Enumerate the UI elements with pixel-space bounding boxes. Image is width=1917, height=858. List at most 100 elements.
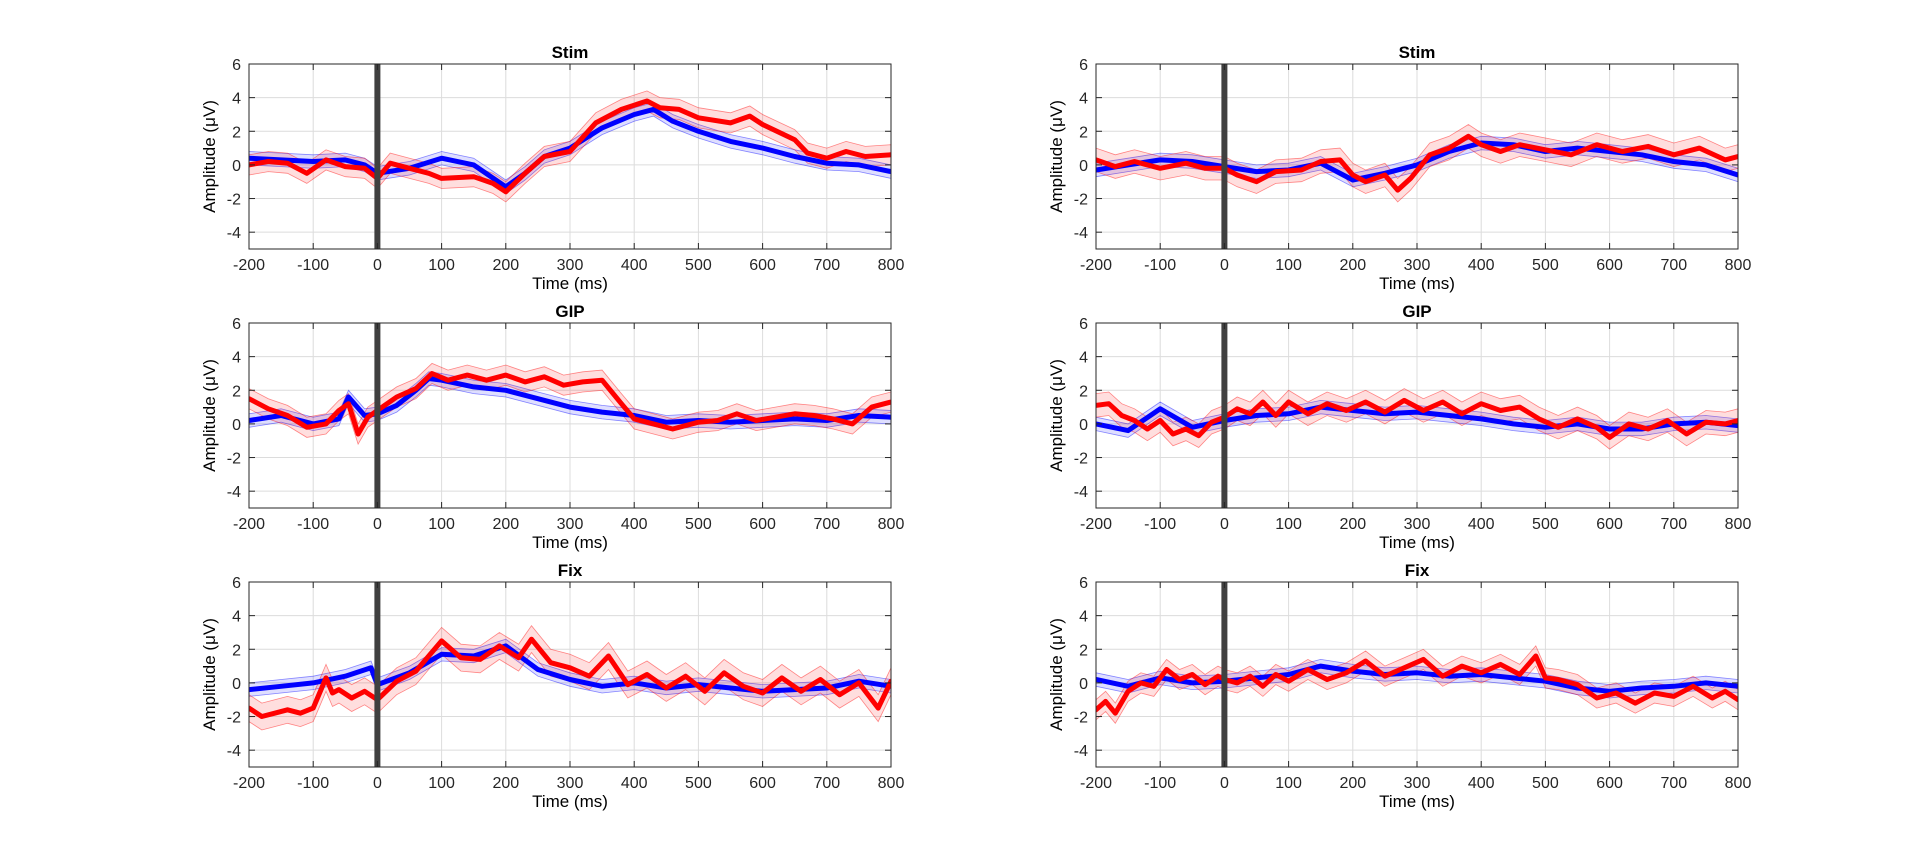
x-tick-label: 0 [1220,775,1229,792]
y-tick-label: -4 [227,484,241,501]
x-tick-label: 600 [749,257,776,274]
x-tick-label: -200 [1080,775,1112,792]
x-tick-label: 800 [1725,257,1752,274]
data-layer [1096,388,1738,450]
x-tick-label: 100 [428,516,455,533]
x-tick-label: 500 [685,775,712,792]
x-tick-label: 300 [1404,257,1431,274]
y-tick-label: -4 [1074,743,1088,760]
y-tick-label: -2 [227,192,241,209]
x-tick-label: -200 [233,257,265,274]
x-tick-label: 0 [373,257,382,274]
x-tick-label: -200 [1080,516,1112,533]
x-tick-label: 500 [1532,775,1559,792]
y-tick-label: -2 [1074,451,1088,468]
x-tick-label: 300 [557,775,584,792]
y-tick-label: -4 [1074,484,1088,501]
x-tick-label: -100 [297,257,329,274]
x-tick-label: -100 [297,775,329,792]
x-tick-label: 600 [1596,516,1623,533]
x-tick-label: 800 [878,775,905,792]
y-tick-label: 6 [232,575,241,592]
subplot-title: GIP [555,302,584,321]
y-tick-label: -2 [227,451,241,468]
x-axis-label: Time (ms) [1379,792,1455,811]
subplot-6: -200 -100 0 100 200 300 400 500 600 700 800 -4 -2 0 2 4… [1047,561,1751,811]
x-tick-label: -100 [1144,257,1176,274]
y-tick-label: 0 [232,676,241,693]
subplot-5: -200 -100 0 100 200 300 400 500 600 700 800 -4 -2 0 2 4… [200,561,904,811]
x-tick-label: 400 [1468,257,1495,274]
x-tick-label: 800 [878,257,905,274]
y-tick-label: 0 [232,417,241,434]
onset-marker [374,323,381,508]
data-layer [1096,124,1738,203]
data-layer [249,362,891,446]
x-tick-label: 600 [749,775,776,792]
x-tick-label: 400 [1468,516,1495,533]
x-tick-label: 700 [1660,257,1687,274]
subplot-3: -200 -100 0 100 200 300 400 500 600 700 800 -4 -2 0 2 4… [200,302,904,552]
x-tick-label: -200 [1080,257,1112,274]
x-tick-label: 100 [1275,257,1302,274]
y-axis-label: Amplitude (μV) [200,618,219,731]
x-tick-label: 200 [1339,516,1366,533]
y-tick-label: 6 [1079,57,1088,74]
onset-marker [374,582,381,767]
x-tick-label: 100 [1275,516,1302,533]
x-tick-label: 700 [1660,516,1687,533]
y-tick-label: 4 [1079,350,1088,367]
subplot-title: Fix [558,561,583,580]
y-axis-label: Amplitude (μV) [200,359,219,472]
x-tick-label: 700 [813,516,840,533]
series-line-1 [249,643,891,694]
series-line-2 [1096,133,1738,193]
series-line-2 [1096,397,1738,440]
x-tick-label: 200 [492,516,519,533]
x-tick-label: 400 [621,516,648,533]
y-tick-label: 2 [232,124,241,141]
x-tick-label: 300 [1404,516,1431,533]
y-tick-label: 2 [1079,124,1088,141]
y-tick-label: -2 [227,710,241,727]
x-tick-label: 400 [621,775,648,792]
x-tick-label: 0 [373,516,382,533]
y-axis-label: Amplitude (μV) [200,100,219,213]
series-band-2 [1096,388,1738,450]
x-tick-label: -100 [297,516,329,533]
y-axis-label: Amplitude (μV) [1047,618,1066,731]
subplot-title: Fix [1405,561,1430,580]
y-tick-label: -4 [227,225,241,242]
subplot-2: -200 -100 0 100 200 300 400 500 600 700 800 -4 -2 0 2 4… [1047,43,1751,293]
x-tick-label: 600 [749,516,776,533]
y-tick-label: 4 [232,91,241,108]
x-tick-label: 500 [1532,257,1559,274]
y-tick-label: 6 [232,57,241,74]
x-tick-label: -100 [1144,516,1176,533]
onset-marker [1221,64,1228,249]
onset-marker [374,64,381,249]
x-tick-label: 200 [1339,257,1366,274]
x-axis-label: Time (ms) [1379,533,1455,552]
y-tick-label: -4 [227,743,241,760]
x-tick-label: 600 [1596,775,1623,792]
x-axis-label: Time (ms) [532,533,608,552]
y-axis-label: Amplitude (μV) [1047,100,1066,213]
x-axis-label: Time (ms) [1379,274,1455,293]
x-tick-label: 700 [1660,775,1687,792]
x-tick-label: 100 [428,775,455,792]
y-tick-label: -2 [1074,192,1088,209]
x-tick-label: -200 [233,775,265,792]
x-tick-label: 200 [492,775,519,792]
x-tick-label: 500 [1532,516,1559,533]
y-tick-label: 6 [1079,575,1088,592]
y-tick-label: 0 [232,158,241,175]
x-tick-label: 100 [428,257,455,274]
x-tick-label: -100 [1144,775,1176,792]
x-tick-label: 400 [1468,775,1495,792]
y-tick-label: 4 [232,609,241,626]
x-tick-label: 200 [1339,775,1366,792]
subplot-title: GIP [1402,302,1431,321]
data-layer [249,625,891,731]
